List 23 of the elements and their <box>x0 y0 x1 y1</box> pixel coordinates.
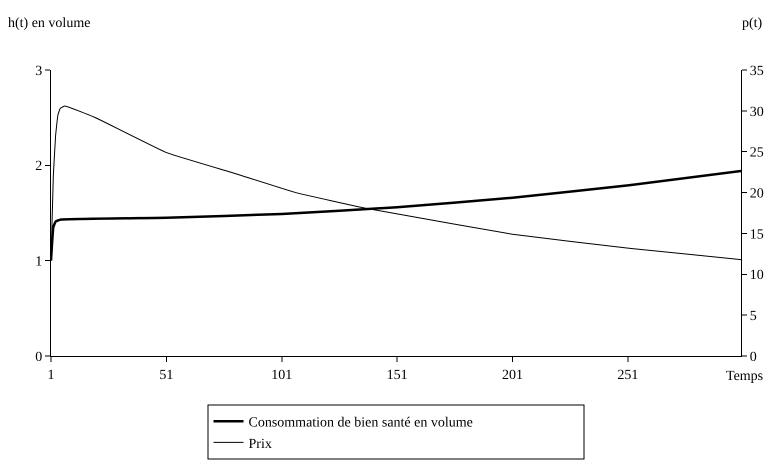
legend-label: Prix <box>248 436 272 452</box>
x-tick-label: 201 <box>502 368 524 383</box>
y-tick-label: 0 <box>35 350 42 365</box>
y-tick-label: 1 <box>35 254 42 270</box>
y-axis-title: h(t) en volume <box>8 16 90 31</box>
y-tick-label: 2 <box>35 159 42 174</box>
x-tick-label: 51 <box>159 368 174 383</box>
x-tick-label: 101 <box>271 368 292 383</box>
y2-tick-label: 30 <box>750 104 764 120</box>
x-tick-label: 251 <box>617 368 638 383</box>
y2-tick-label: 10 <box>750 268 764 284</box>
y2-axis-title: p(t) <box>742 16 763 31</box>
y2-tick-label: 0 <box>750 350 757 365</box>
y2-tick-label: 15 <box>750 227 764 242</box>
x-tick-label: 1 <box>48 368 54 383</box>
y2-tick-label: 25 <box>750 146 764 161</box>
legend-label: Consommation de bien santé en volume <box>248 416 473 431</box>
y2-tick-label: 20 <box>750 186 764 202</box>
x-axis-title: Temps <box>726 369 764 384</box>
y2-tick-label: 5 <box>750 309 757 324</box>
y2-tick-label: 35 <box>750 64 764 79</box>
y-tick-label: 3 <box>35 64 42 79</box>
x-tick-label: 151 <box>386 368 408 383</box>
